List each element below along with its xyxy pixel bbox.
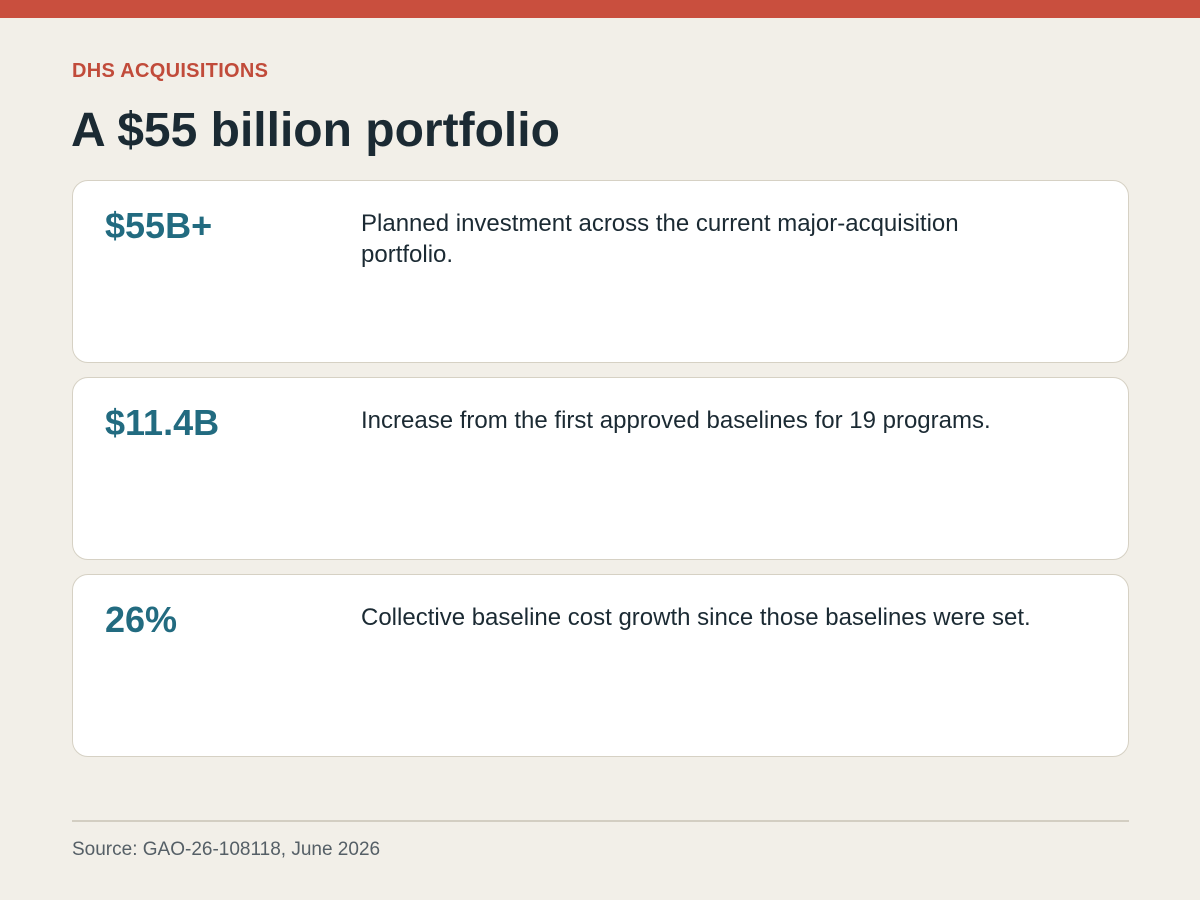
page-title: A $55 billion portfolio xyxy=(71,104,560,157)
stat-description: Planned investment across the current ma… xyxy=(361,210,959,268)
top-accent-bar xyxy=(0,0,1200,18)
stat-card-list: $55B+ Planned investment across the curr… xyxy=(72,180,1129,771)
eyebrow-label: DHS ACQUISITIONS xyxy=(72,60,269,82)
stat-value: $11.4B xyxy=(105,402,220,443)
stat-card-portfolio: $55B+ Planned investment across the curr… xyxy=(72,180,1129,363)
stat-card-growth: 26% Collective baseline cost growth sinc… xyxy=(72,574,1129,757)
stat-card-increase: $11.4B Increase from the first approved … xyxy=(72,377,1129,560)
stat-description: Increase from the first approved baselin… xyxy=(361,407,991,434)
stat-value: $55B+ xyxy=(105,205,213,246)
source-note: Source: GAO-26-108118, June 2026 xyxy=(72,839,381,860)
stat-description: Collective baseline cost growth since th… xyxy=(361,604,1031,631)
stat-value: 26% xyxy=(105,599,178,640)
footer-divider xyxy=(72,820,1129,822)
